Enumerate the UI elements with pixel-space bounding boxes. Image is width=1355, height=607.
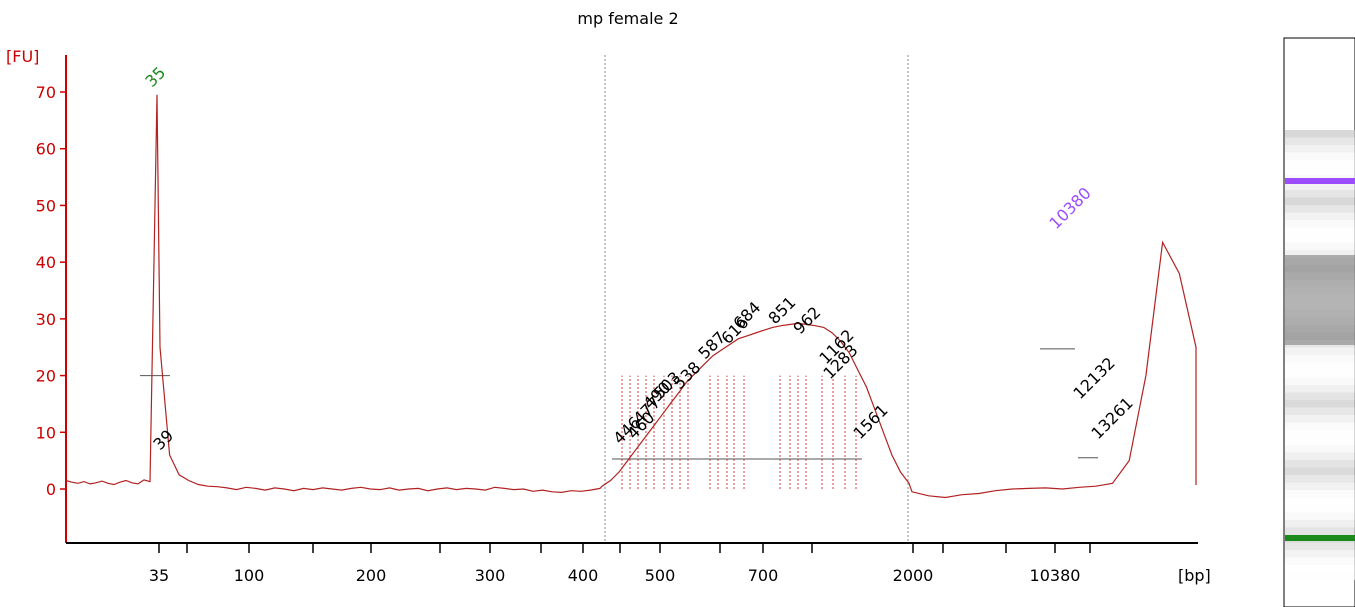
y-tick-label: 70 <box>36 83 56 102</box>
trace-line <box>65 94 1197 499</box>
peak-label: 13261 <box>1087 393 1136 442</box>
x-tick-label: 500 <box>645 566 676 585</box>
upper-marker-band <box>1285 178 1355 184</box>
gel-shade <box>1285 445 1355 453</box>
gel-shade <box>1285 362 1355 370</box>
gel-shade <box>1285 430 1355 438</box>
gel-shade <box>1285 475 1355 483</box>
y-tick-label: 20 <box>36 367 56 386</box>
x-tick-label: 35 <box>149 566 169 585</box>
x-tick-label: 10380 <box>1030 566 1081 585</box>
gel-shade <box>1285 197 1355 205</box>
gel-shade <box>1285 182 1355 190</box>
gel-shade <box>1285 482 1355 490</box>
gel-shade <box>1285 130 1355 138</box>
y-axis-unit: [FU] <box>6 47 39 66</box>
chart-title: mp female 2 <box>577 9 678 28</box>
x-tick-label: 2000 <box>893 566 934 585</box>
gel-shade <box>1285 190 1355 198</box>
y-tick-label: 50 <box>36 196 56 215</box>
y-tick-label: 10 <box>36 423 56 442</box>
peak-markers <box>140 55 1098 543</box>
trace-layer <box>65 94 1197 499</box>
gel-shade <box>1285 205 1355 213</box>
x-tick-label: 100 <box>234 566 265 585</box>
gel-shade <box>1285 167 1355 175</box>
gel-smear <box>1285 255 1355 345</box>
gel-shade <box>1285 385 1355 393</box>
gel-shade <box>1285 370 1355 378</box>
gel-shade <box>1285 250 1355 258</box>
x-axis-unit: [bp] <box>1178 566 1211 585</box>
y-tick-label: 30 <box>36 310 56 329</box>
gel-shade <box>1285 490 1355 498</box>
gel-shade <box>1285 415 1355 423</box>
gel-shade <box>1285 355 1355 363</box>
gel-shade <box>1285 400 1355 408</box>
gel-shade <box>1285 460 1355 468</box>
gel-shade <box>1285 145 1355 153</box>
gel-shade <box>1285 505 1355 513</box>
gel-shade <box>1285 467 1355 475</box>
gel-shade <box>1285 520 1355 528</box>
gel-lane <box>1283 37 1355 607</box>
gel-shade <box>1285 565 1355 573</box>
peak-label: 35 <box>141 63 169 91</box>
gel-shade <box>1285 572 1355 580</box>
gel-shade <box>1285 137 1355 145</box>
gel-shade <box>1285 542 1355 550</box>
tick-labels: 0 10 20 30 40 50 60 70 35 100 200 300 400 500 700 2000 1… <box>36 83 1091 585</box>
gel-shade <box>1285 160 1355 168</box>
gel-shade <box>1285 212 1355 220</box>
gel-shade <box>1285 512 1355 520</box>
y-tick-label: 60 <box>36 140 56 159</box>
gel-shade <box>1285 452 1355 460</box>
gel-shade <box>1285 422 1355 430</box>
gel-shade <box>1285 527 1355 535</box>
gel-shade <box>1285 557 1355 565</box>
peak-label: 10380 <box>1045 183 1094 232</box>
axes <box>65 55 1198 544</box>
gel-shade <box>1285 377 1355 385</box>
gel-shade <box>1285 347 1355 355</box>
gel-shade <box>1285 152 1355 160</box>
gel-shade <box>1285 392 1355 400</box>
lower-marker-band <box>1285 535 1355 541</box>
gel-shade <box>1285 407 1355 415</box>
gel-shade <box>1285 242 1355 250</box>
y-tick-label: 40 <box>36 253 56 272</box>
gel-shade <box>1285 220 1355 228</box>
gel-shade <box>1285 235 1355 243</box>
peak-label: 39 <box>149 426 177 454</box>
gel-shade <box>1285 227 1355 235</box>
y-tick-label: 0 <box>46 480 56 499</box>
x-tick-label: 300 <box>475 566 506 585</box>
gel-shade <box>1285 497 1355 505</box>
peak-label: 12132 <box>1069 353 1118 402</box>
x-tick-label: 700 <box>748 566 779 585</box>
x-tick-label: 200 <box>356 566 387 585</box>
gel-shade <box>1285 550 1355 558</box>
x-tick-label: 400 <box>568 566 599 585</box>
gel-shade <box>1285 437 1355 445</box>
